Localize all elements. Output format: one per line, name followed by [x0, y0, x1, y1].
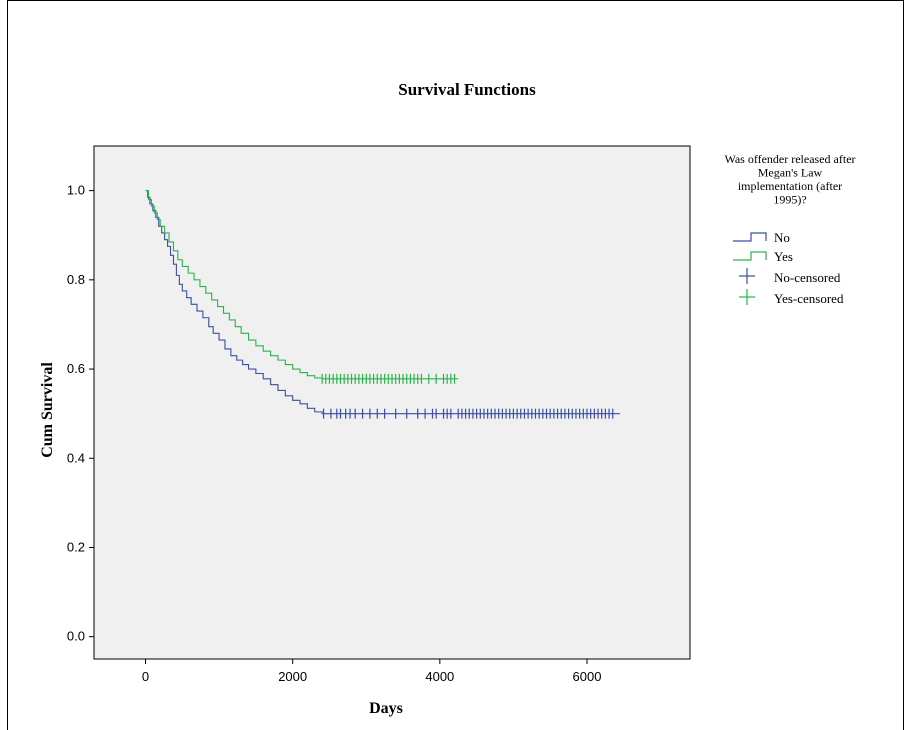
- legend-label: No-censored: [774, 270, 841, 285]
- legend-title-line: implementation (after: [738, 179, 842, 193]
- legend-label: No: [774, 230, 790, 245]
- legend-title-line: Megan's Law: [758, 166, 823, 180]
- x-tick-label: 2000: [278, 669, 307, 684]
- x-tick-label: 4000: [425, 669, 454, 684]
- series-line-yes: [145, 190, 459, 380]
- y-axis-label: Cum Survival: [39, 362, 56, 458]
- x-axis-label: Days: [369, 700, 403, 717]
- x-tick-label: 6000: [573, 669, 602, 684]
- legend-label: Yes: [774, 249, 793, 264]
- plot-area: [93, 145, 691, 660]
- legend-title-line: 1995)?: [773, 193, 806, 207]
- y-tick-label: 0.4: [67, 450, 85, 465]
- y-tick-label: 1.0: [67, 183, 85, 198]
- legend-title-line: Was offender released after: [724, 152, 855, 166]
- axes: 0.0 0.2 0.4 0.6 0.8 1.0 0 2000 4000 6000: [67, 183, 602, 684]
- y-tick-label: 0.6: [67, 361, 85, 376]
- legend-label: Yes-censored: [774, 291, 844, 306]
- series-line-no: [145, 190, 621, 415]
- y-tick-label: 0.8: [67, 272, 85, 287]
- chart-title: Survival Functions: [398, 80, 536, 99]
- legend-swatch-line: [733, 232, 767, 242]
- chart-frame: [7, 0, 904, 730]
- y-tick-label: 0.2: [67, 539, 85, 554]
- legend-swatch-line: [733, 251, 767, 261]
- series-layer: [145, 190, 621, 419]
- x-tick-label: 0: [142, 669, 149, 684]
- y-tick-label: 0.0: [67, 629, 85, 644]
